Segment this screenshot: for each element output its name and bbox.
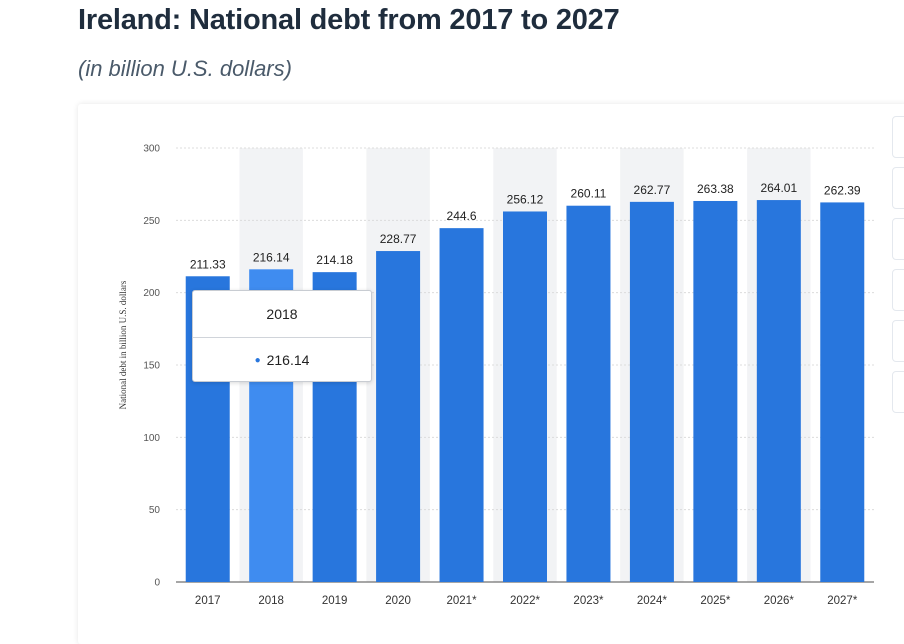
data-label: 262.39 bbox=[824, 183, 861, 197]
data-label: 263.38 bbox=[697, 182, 734, 196]
data-label: 211.33 bbox=[190, 257, 226, 271]
x-category-label: 2022* bbox=[510, 595, 541, 607]
data-label: 260.11 bbox=[571, 187, 607, 201]
toolbar-button[interactable] bbox=[892, 269, 904, 311]
data-label: 228.77 bbox=[380, 232, 417, 246]
y-tick-label: 50 bbox=[149, 505, 161, 516]
y-tick-label: 300 bbox=[143, 144, 160, 155]
y-tick-label: 100 bbox=[143, 433, 160, 444]
toolbar-button[interactable] bbox=[892, 167, 904, 209]
bar[interactable] bbox=[820, 202, 865, 583]
x-category-label: 2017 bbox=[195, 595, 221, 607]
data-label: 244.6 bbox=[447, 209, 477, 223]
data-label: 216.14 bbox=[253, 250, 290, 264]
x-category-label: 2023* bbox=[573, 595, 604, 607]
bar[interactable] bbox=[439, 228, 484, 583]
x-category-label: 2020 bbox=[385, 595, 411, 607]
x-category-labels: 2017 2018 2019 2020 2021* 2022* 2023* 2024* 2025… bbox=[195, 595, 858, 607]
toolbar-button[interactable] bbox=[892, 218, 904, 260]
data-label: 214.18 bbox=[316, 253, 353, 267]
x-category-label: 2025* bbox=[700, 595, 731, 607]
toolbar-button[interactable] bbox=[892, 320, 904, 362]
page-title: Ireland: National debt from 2017 to 2027 bbox=[78, 4, 620, 36]
data-label: 264.01 bbox=[760, 181, 797, 195]
y-tick-label: 150 bbox=[143, 361, 160, 372]
x-category-label: 2019 bbox=[322, 595, 348, 607]
tooltip-category: 2018 bbox=[193, 291, 371, 338]
data-labels: 211.33 216.14 214.18 228.77 244.6 256.12 260.1… bbox=[190, 181, 861, 271]
tooltip-value: 216.14 bbox=[266, 352, 310, 368]
y-axis-title: National debt in billion U.S. dollars bbox=[118, 280, 128, 409]
bar[interactable] bbox=[503, 211, 547, 582]
x-category-label: 2027* bbox=[827, 595, 858, 607]
series-dot-icon: ● bbox=[254, 355, 261, 367]
y-tick-label: 0 bbox=[154, 578, 160, 589]
x-category-label: 2018 bbox=[258, 595, 284, 607]
x-category-label: 2026* bbox=[764, 595, 795, 607]
data-label: 262.77 bbox=[634, 183, 671, 197]
bars bbox=[185, 200, 865, 583]
bar[interactable] bbox=[693, 200, 738, 582]
bar[interactable] bbox=[376, 251, 421, 582]
bar[interactable] bbox=[566, 205, 611, 583]
x-category-label: 2024* bbox=[637, 595, 668, 607]
bar[interactable] bbox=[629, 201, 674, 582]
tooltip-value-row: ● 216.14 bbox=[193, 338, 371, 382]
x-category-label: 2021* bbox=[447, 595, 478, 607]
data-label: 256.12 bbox=[507, 192, 544, 206]
y-tick-label: 250 bbox=[143, 216, 160, 227]
toolbar-button[interactable] bbox=[892, 371, 904, 413]
chart-tooltip: 2018 ● 216.14 bbox=[192, 290, 372, 382]
page-subtitle: (in billion U.S. dollars) bbox=[78, 56, 292, 81]
y-tick-labels: 0 50 100 150 200 250 300 bbox=[143, 144, 160, 589]
chart-toolbar bbox=[892, 116, 904, 422]
y-tick-label: 200 bbox=[143, 288, 160, 299]
bar[interactable] bbox=[756, 200, 801, 582]
toolbar-button[interactable] bbox=[892, 116, 904, 158]
